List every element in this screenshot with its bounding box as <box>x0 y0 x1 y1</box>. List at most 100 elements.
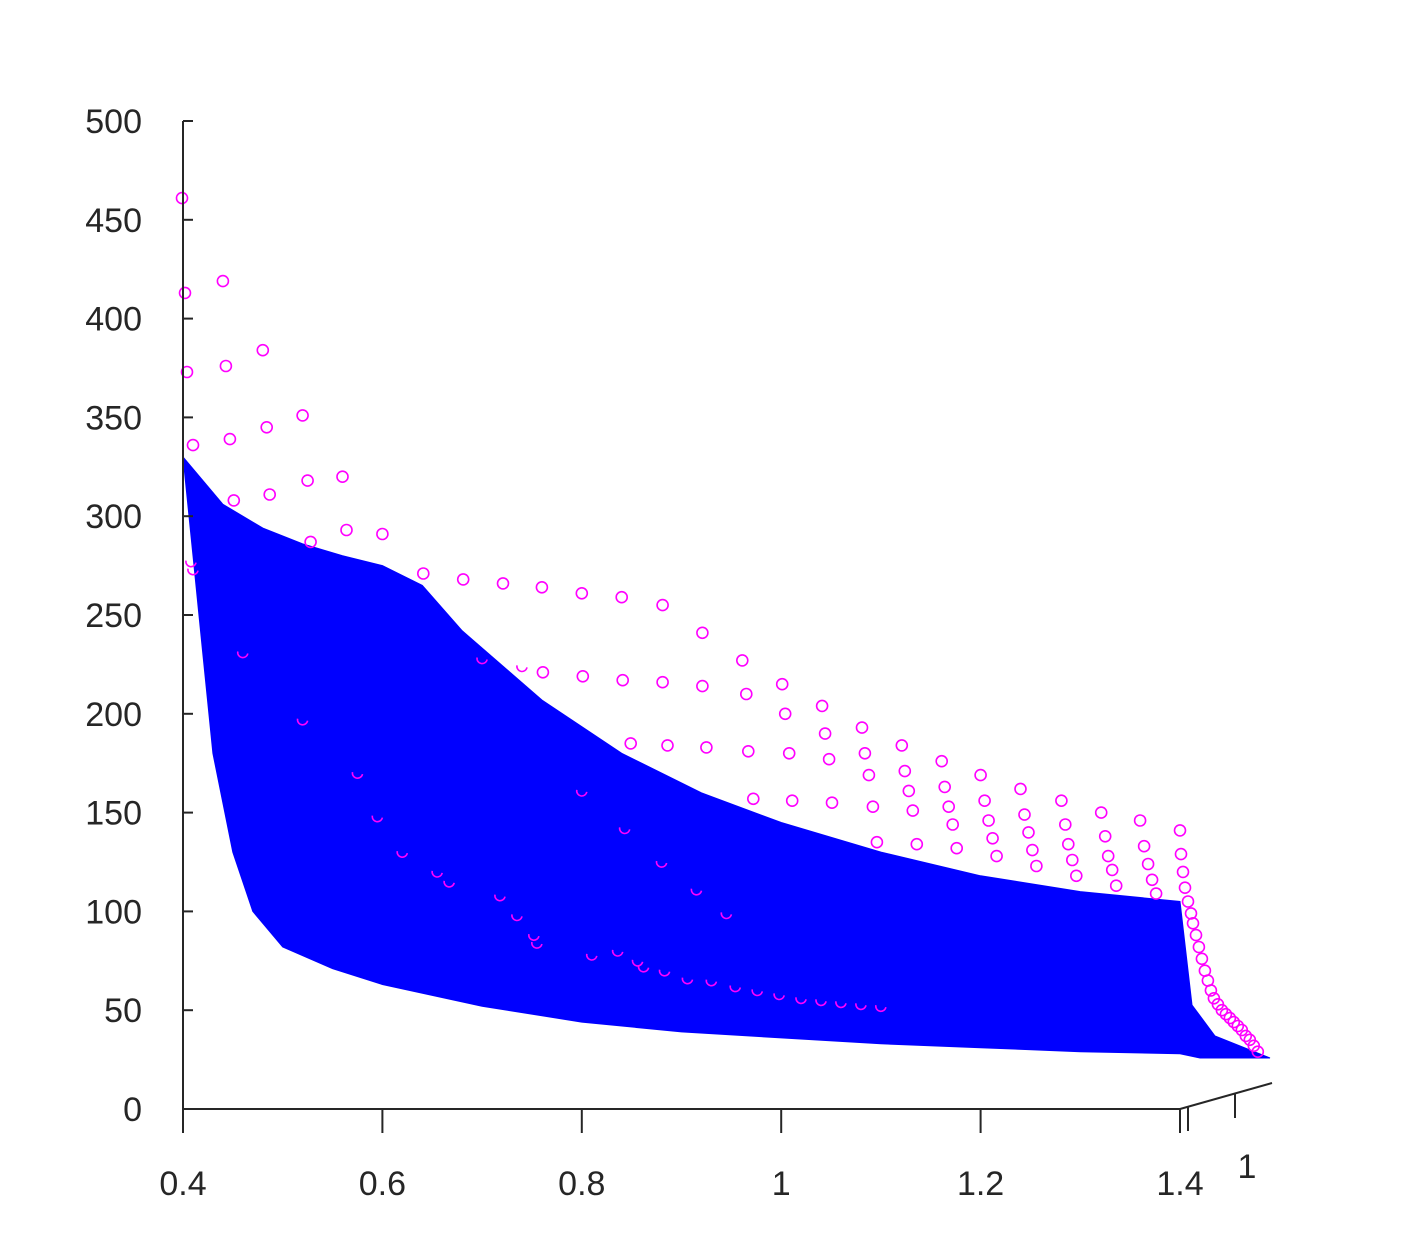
scatter-point <box>216 274 230 288</box>
scatter-point <box>1215 1003 1229 1017</box>
scatter-point <box>416 567 430 580</box>
y-tick-label: 1 <box>1238 1148 1257 1186</box>
scatter-point <box>661 739 674 752</box>
scatter-point <box>219 359 233 373</box>
scatter-point <box>624 737 638 750</box>
scatter-point <box>1149 887 1163 900</box>
scatter-point <box>1030 859 1043 873</box>
scatter-point <box>825 796 839 810</box>
scatter-point <box>1178 881 1192 895</box>
scatter-point <box>611 949 624 957</box>
axes: 0 50 100 150 200 250 300 350 400 450 500 0.4 0.6 0.8… <box>85 103 1273 1203</box>
scatter-point <box>1022 826 1035 839</box>
scatter-point <box>938 780 952 794</box>
scatter-point <box>1174 847 1188 861</box>
scatter-point <box>656 675 669 689</box>
scatter-point <box>815 999 827 1007</box>
scatter-point <box>456 573 470 586</box>
scatter-point <box>1055 794 1068 808</box>
z-tick-label: 500 <box>85 103 142 141</box>
scatter-point <box>1186 916 1200 930</box>
scatter-point <box>906 804 920 817</box>
scatter-point <box>336 470 349 484</box>
scatter-point <box>902 784 916 798</box>
scatter-point <box>1133 814 1147 827</box>
scatter-point <box>778 707 792 721</box>
scatter-point <box>1105 863 1119 877</box>
scatter-points <box>175 191 1265 1058</box>
scatter-point <box>681 977 694 985</box>
scatter-point <box>858 746 872 760</box>
scatter-point <box>735 654 749 667</box>
scatter-point <box>739 687 753 701</box>
scatter-point <box>855 1003 867 1011</box>
z-tick-label: 150 <box>85 795 142 833</box>
scatter-point <box>340 523 353 537</box>
scatter-point <box>1173 824 1187 837</box>
y-axis-ticks: 1 <box>1187 1094 1257 1186</box>
scatter-point <box>1189 928 1203 942</box>
scatter-point <box>187 568 199 576</box>
scatter-point <box>785 794 799 808</box>
surface-patch <box>182 455 1271 1059</box>
scatter-point <box>371 815 384 823</box>
plot-area <box>175 191 1271 1059</box>
scatter-point <box>476 657 488 665</box>
scatter-point <box>516 665 528 673</box>
scatter-point <box>1014 782 1027 796</box>
scatter-point <box>575 586 589 600</box>
z-tick-label: 100 <box>85 893 142 931</box>
scatter-point <box>822 752 836 766</box>
scatter-point <box>511 914 523 922</box>
scatter-point <box>935 754 949 768</box>
scatter-point <box>631 959 644 967</box>
z-tick-label: 0 <box>123 1091 142 1129</box>
scatter-point <box>870 835 884 849</box>
x-tick-label: 0.6 <box>359 1165 406 1203</box>
scatter-point <box>1192 940 1206 954</box>
scatter-point <box>818 727 832 740</box>
scatter-point <box>1181 895 1195 908</box>
scatter-point <box>227 494 241 507</box>
scatter-point <box>376 527 389 541</box>
scatter-point <box>301 474 314 487</box>
scatter-point <box>974 768 987 782</box>
scatter-point <box>775 677 789 691</box>
scatter-point <box>616 673 630 687</box>
scatter-point <box>729 985 742 993</box>
scatter-point <box>1227 1015 1241 1029</box>
scatter-point <box>946 818 960 831</box>
scatter-point <box>1109 879 1123 893</box>
z-tick-label: 350 <box>85 399 142 437</box>
scatter-point <box>1219 1007 1233 1021</box>
scatter-point <box>978 794 991 808</box>
scatter-point <box>443 880 455 888</box>
z-tick-label: 400 <box>85 301 142 339</box>
scatter-point <box>751 989 764 997</box>
scatter-point <box>950 841 964 855</box>
scatter-point <box>656 598 669 612</box>
scatter-point <box>895 739 909 752</box>
scatter-point <box>910 837 924 851</box>
scatter-point <box>185 560 197 568</box>
z-tick-label: 300 <box>85 498 142 536</box>
z-axis-ticks: 0 50 100 150 200 250 300 350 400 450 500 <box>85 103 193 1129</box>
scatter-point <box>180 365 194 379</box>
scatter-point <box>396 850 409 858</box>
scatter-point <box>898 764 912 778</box>
scatter-point <box>496 577 510 590</box>
scatter-point <box>1231 1019 1245 1033</box>
scatter-point <box>186 438 200 452</box>
scatter-point <box>782 746 796 760</box>
scatter-point <box>223 432 237 446</box>
scatter-point <box>260 420 274 434</box>
scatter-point <box>535 580 549 594</box>
scatter-point <box>494 894 506 902</box>
z-tick-label: 250 <box>85 597 142 635</box>
scatter-point <box>296 718 309 726</box>
scatter-point <box>705 979 718 987</box>
scatter-point <box>1101 849 1115 863</box>
scatter-point <box>700 741 713 754</box>
scatter-point <box>263 488 277 501</box>
